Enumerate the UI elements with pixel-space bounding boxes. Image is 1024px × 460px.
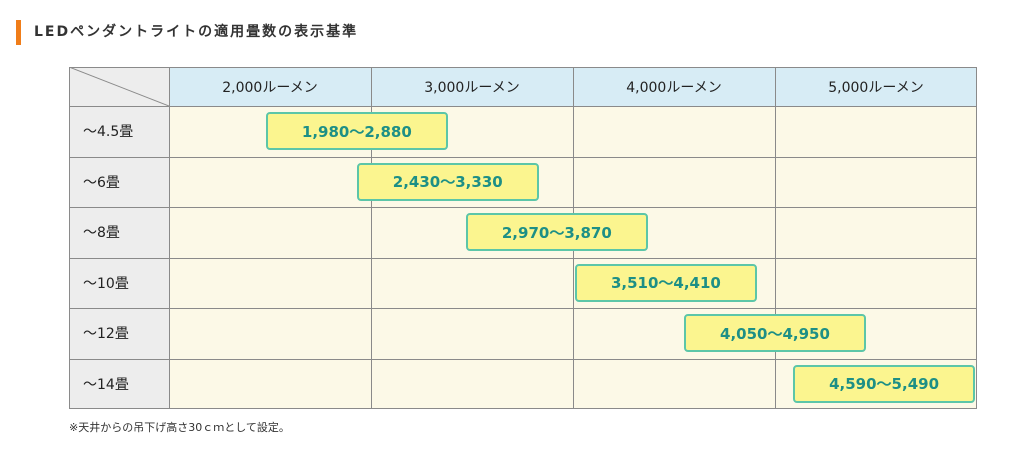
grid-line-horizontal [69, 106, 977, 107]
table-cell [169, 257, 371, 308]
grid-line-horizontal [69, 67, 977, 68]
row-header-12: ～12畳 [69, 308, 169, 359]
grid-line-vertical [169, 67, 170, 409]
table-cell [169, 308, 371, 359]
column-header-4000: 4,000ルーメン [573, 67, 775, 106]
grid-line-horizontal [69, 157, 977, 158]
column-header-2000: 2,000ルーメン [169, 67, 371, 106]
grid-line-vertical [775, 67, 776, 409]
range-box-10: 3,510～4,410 [575, 263, 757, 302]
page-title: LEDペンダントライトの適用畳数の表示基準 [34, 24, 359, 40]
table-cell [169, 358, 371, 409]
column-header-3000: 3,000ルーメン [371, 67, 573, 106]
column-header-5000: 5,000ルーメン [775, 67, 977, 106]
table-cell [573, 106, 775, 157]
grid-line-horizontal [69, 408, 977, 409]
grid-line-horizontal [69, 207, 977, 208]
table-cell [573, 156, 775, 207]
grid-line-vertical [976, 67, 977, 409]
table-cell [169, 207, 371, 258]
range-box-12: 4,050～4,950 [684, 314, 866, 353]
table-cell [371, 257, 573, 308]
range-box-4-5: 1,980～2,880 [265, 112, 448, 151]
table-cell [775, 257, 977, 308]
grid-line-vertical [371, 67, 372, 409]
range-box-8: 2,970～3,870 [465, 213, 648, 252]
row-header-8: ～8畳 [69, 207, 169, 258]
range-box-6: 2,430～3,330 [356, 162, 539, 201]
lumen-table: 2,000ルーメン 3,000ルーメン 4,000ルーメン 5,000ルーメン … [69, 67, 977, 409]
grid-line-horizontal [69, 359, 977, 360]
table-cell [169, 156, 371, 207]
grid-line-horizontal [69, 308, 977, 309]
table-cell [775, 207, 977, 258]
table-cell [573, 358, 775, 409]
range-box-14: 4,590～5,490 [793, 364, 975, 403]
row-header-10: ～10畳 [69, 257, 169, 308]
table-cell [371, 308, 573, 359]
row-header-4-5: ～4.5畳 [69, 106, 169, 157]
title-accent-bar [16, 20, 21, 45]
table-cell [371, 358, 573, 409]
footnote: ※天井からの吊下げ高さ30ｃｍとして設定。 [69, 421, 290, 434]
table-cell [775, 156, 977, 207]
grid-line-horizontal [69, 258, 977, 259]
table-cell [775, 106, 977, 157]
corner-diagonal [69, 67, 169, 106]
grid-line-vertical [69, 67, 70, 409]
row-header-6: ～6畳 [69, 156, 169, 207]
row-header-14: ～14畳 [69, 358, 169, 409]
